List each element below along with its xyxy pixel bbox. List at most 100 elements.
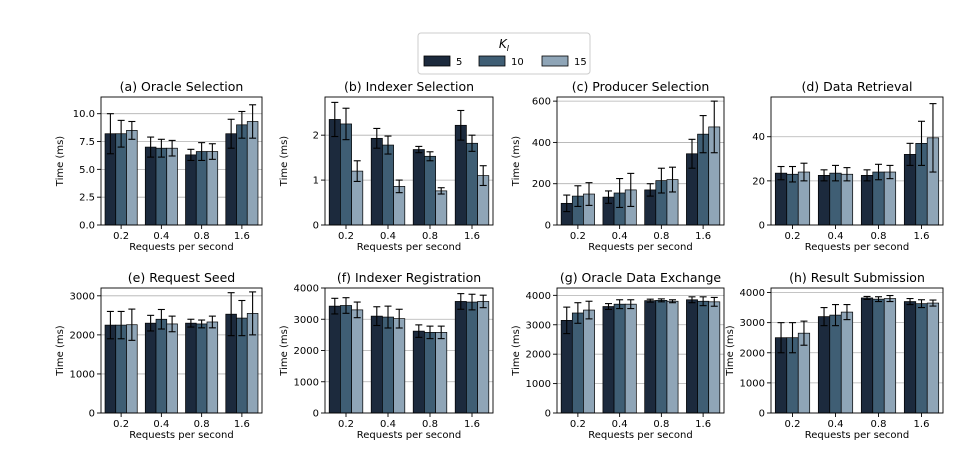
x-tick-label: 0.8 (871, 419, 887, 430)
bar-5-0.4 (370, 315, 383, 414)
x-axis-label: Requests per second (129, 430, 233, 441)
y-tick-label: 3000 (70, 291, 95, 302)
x-tick-label: 0.8 (653, 231, 669, 242)
panel-title: (a) Oracle Selection (120, 79, 244, 94)
axes-frame (556, 287, 725, 414)
axes-frame (556, 96, 725, 226)
bar-5-0.8 (860, 297, 874, 414)
y-tick-label: 0 (759, 409, 765, 420)
bar-5-0.2 (774, 172, 788, 226)
panel-title: (e) Request Seed (128, 270, 235, 285)
bar-15-1.6 (926, 302, 940, 414)
y-tick-label: 200 (532, 179, 551, 190)
bar-5-0.8 (412, 149, 425, 226)
axes-frame (770, 96, 944, 226)
bar-10-0.4 (829, 314, 842, 414)
y-tick-label: 2.5 (79, 193, 95, 204)
bar-5-0.2 (560, 320, 573, 414)
y-axis-label: Time (ms) (511, 325, 522, 377)
x-axis-label: Requests per second (357, 242, 461, 253)
axes-frame (770, 287, 944, 414)
bar-10-0.4 (613, 303, 626, 414)
bar-10-1.6 (915, 303, 928, 414)
x-tick-label: 0.4 (380, 419, 396, 430)
x-tick-label: 0.4 (380, 231, 396, 242)
x-tick-label: 0.4 (828, 419, 844, 430)
bar-5-0.8 (412, 330, 425, 414)
x-tick-label: 0.4 (612, 231, 628, 242)
x-tick-label: 0.2 (570, 419, 586, 430)
bar-5-0.4 (144, 322, 157, 414)
y-tick-label: 2000 (294, 346, 319, 357)
x-tick-label: 0.8 (194, 419, 210, 430)
bar-10-0.8 (424, 332, 436, 414)
x-tick-label: 0.2 (338, 419, 354, 430)
panel-5: 0 1000 2000 3000 0.2 0.4 0.8 1.6 (e) Request See… (55, 270, 263, 441)
bar-5-0.8 (644, 300, 657, 414)
bar-5-0.8 (185, 154, 197, 226)
bar-15-0.4 (840, 173, 854, 226)
panel-title: (h) Result Submission (789, 270, 925, 285)
y-tick-label: 3000 (294, 315, 319, 326)
bar-15-0.8 (206, 151, 219, 226)
legend-label-10: 10 (511, 57, 524, 68)
bar-5-0.8 (185, 322, 197, 414)
axes-frame (100, 96, 263, 226)
bar-5-0.8 (860, 174, 874, 226)
y-tick-label: 1000 (70, 369, 95, 380)
bar-10-0.4 (382, 144, 394, 226)
x-tick-label: 1.6 (234, 231, 250, 242)
x-tick-label: 0.2 (785, 419, 801, 430)
bar-15-0.8 (206, 321, 219, 414)
bar-10-1.6 (466, 301, 478, 414)
panel-1: 0.0 2.5 5.0 7.5 10.0 0.2 0.4 0.8 1.6 (a) Oracle S… (55, 79, 263, 253)
x-tick-label: 0.2 (570, 231, 586, 242)
panel-title: (d) Data Retrieval (801, 79, 912, 94)
bar-5-0.2 (328, 305, 341, 414)
x-tick-label: 0.2 (113, 419, 129, 430)
x-tick-label: 1.6 (234, 419, 250, 430)
bar-5-0.4 (144, 146, 157, 226)
bar-10-0.4 (155, 318, 168, 414)
bar-10-0.4 (155, 147, 168, 226)
x-tick-label: 0.2 (785, 231, 801, 242)
panel-title: (f) Indexer Registration (337, 270, 481, 285)
bar-15-0.8 (435, 332, 448, 414)
x-axis-label: Requests per second (588, 430, 692, 441)
bar-15-0.4 (624, 303, 637, 414)
x-tick-label: 1.6 (914, 231, 930, 242)
y-tick-label: 1000 (294, 377, 319, 388)
y-tick-label: 0 (89, 409, 95, 420)
bar-15-0.8 (883, 298, 897, 414)
bar-10-0.8 (655, 300, 668, 414)
y-tick-label: 4000 (526, 291, 551, 302)
y-tick-label: 4000 (740, 288, 765, 299)
y-axis-label: Time (ms) (279, 325, 290, 377)
legend: KI 5 10 15 (417, 32, 591, 75)
bar-5-0.4 (817, 174, 831, 226)
x-tick-label: 0.8 (653, 419, 669, 430)
y-axis-label: Time (ms) (55, 325, 66, 377)
legend-label-5: 5 (456, 57, 462, 68)
panel-title: (c) Producer Selection (572, 79, 710, 94)
x-tick-label: 0.8 (422, 231, 438, 242)
x-axis-label: Requests per second (588, 242, 692, 253)
bar-5-0.4 (602, 306, 615, 414)
bar-15-0.8 (435, 190, 448, 226)
y-tick-label: 3000 (740, 318, 765, 329)
y-axis-label: Time (ms) (55, 136, 66, 188)
panel-6: 0 1000 2000 3000 4000 0.2 0.4 0.8 1.6 (f) Indexer… (279, 270, 494, 441)
legend-swatch-15 (541, 55, 569, 67)
bar-5-0.4 (817, 316, 831, 414)
y-tick-label: 0 (759, 221, 765, 232)
legend-swatch-5 (423, 55, 451, 67)
x-tick-label: 1.6 (914, 419, 930, 430)
bar-15-0.4 (166, 323, 178, 414)
y-tick-label: 4000 (294, 284, 319, 295)
bar-15-1.6 (477, 301, 490, 414)
bar-10-0.8 (424, 155, 436, 226)
legend-title: KI (499, 37, 510, 53)
y-tick-label: 600 (532, 97, 551, 108)
bar-5-1.6 (686, 299, 698, 414)
